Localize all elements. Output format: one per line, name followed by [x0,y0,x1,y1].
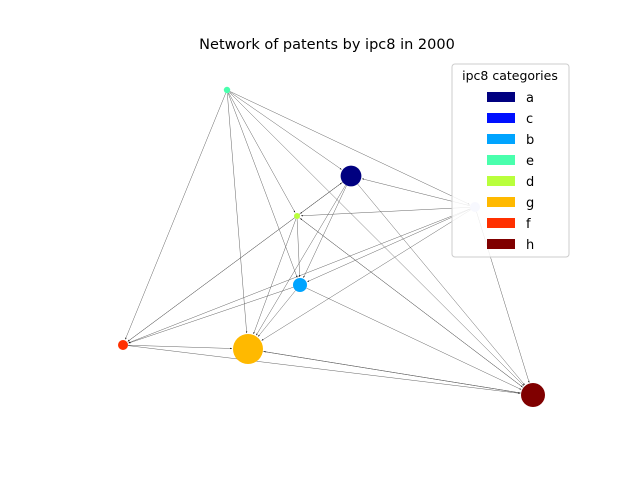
legend-title: ipc8 categories [462,68,558,83]
edge-h-g [264,352,521,394]
legend-label-b: b [526,133,534,148]
edge-e-c [230,91,470,204]
legend: ipc8 categories acbedgfh [452,64,569,257]
node-d [294,213,300,219]
edge-c-d [301,207,470,216]
edge-d-g [254,219,297,334]
chart-title: Network of patents by ipc8 in 2000 [199,37,455,53]
legend-swatch-d [487,176,515,186]
legend-label-h: h [526,238,534,253]
legend-swatch-g [487,197,515,207]
legend-swatch-c [487,113,515,123]
edge-d-b [297,219,300,277]
edge-a-g [256,185,346,335]
legend-swatch-e [487,155,515,165]
legend-label-g: g [526,196,534,211]
edge-e-b [228,93,297,278]
legend-label-f: f [526,217,531,232]
edge-e-d [229,93,296,213]
edge-c-g [262,210,471,341]
legend-swatch-f [487,218,515,228]
legend-label-d: d [526,175,534,190]
edge-e-f [125,93,226,339]
legend-swatch-b [487,134,515,144]
edge-e-a [230,92,342,170]
edge-b-f [129,287,294,343]
edge-b-h [306,288,521,390]
node-g [233,334,263,364]
edge-f-h [128,346,520,394]
edge-c-b [307,209,470,282]
node-h [521,383,545,407]
node-a [341,166,362,187]
node-e [224,87,230,93]
node-f [118,340,128,350]
legend-label-a: a [526,91,534,106]
edge-e-g [227,93,246,333]
edge-f-g [128,345,232,348]
legend-swatch-h [487,239,515,249]
node-b [293,278,307,292]
legend-label-c: c [526,112,533,127]
edge-d-f [128,218,295,342]
legend-label-e: e [526,154,534,169]
legend-swatch-a [487,92,515,102]
edge-a-b [303,185,346,277]
